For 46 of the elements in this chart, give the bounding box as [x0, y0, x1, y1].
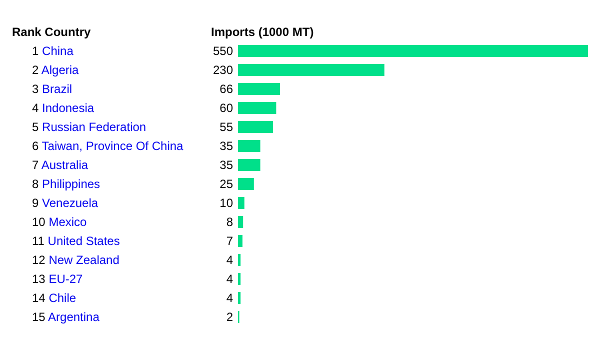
bar	[238, 216, 244, 228]
bar	[238, 254, 241, 266]
y-tick-label: 13 EU-27	[32, 272, 84, 286]
data-label: 230	[212, 63, 234, 77]
y-tick-label: 7 Australia	[32, 158, 88, 172]
data-label: 4	[226, 291, 234, 305]
data-label: 2	[226, 310, 234, 324]
x-axis-title: Imports (1000 MT)	[211, 25, 314, 39]
y-tick-label: 8 Philippines	[32, 177, 100, 191]
bar	[238, 292, 241, 304]
data-label: 550	[212, 44, 234, 58]
y-tick-label: 11 United States	[32, 234, 120, 248]
bar	[238, 178, 254, 190]
bar	[238, 45, 588, 57]
y-tick-label: 12 New Zealand	[32, 253, 120, 267]
y-axis-title: Rank Country	[12, 25, 91, 39]
y-tick-label: 4 Indonesia	[32, 101, 94, 115]
data-label: 4	[226, 272, 234, 286]
y-tick-label: 9 Venezuela	[32, 196, 98, 210]
data-label: 60	[220, 101, 234, 115]
data-label: 8	[226, 215, 234, 229]
bar	[238, 83, 280, 95]
data-label: 10	[220, 196, 234, 210]
data-label: 35	[220, 139, 234, 153]
data-label: 66	[220, 82, 234, 96]
bar	[238, 273, 241, 285]
y-tick-label: 10 Mexico	[32, 215, 88, 229]
y-tick-label: 5 Russian Federation	[32, 120, 146, 134]
data-label: 7	[226, 234, 234, 248]
y-tick-label: 15 Argentina	[32, 310, 100, 324]
bar	[238, 140, 260, 152]
bar	[238, 197, 244, 209]
data-label: 35	[220, 158, 234, 172]
bar	[238, 64, 384, 76]
bar	[238, 102, 276, 114]
y-tick-label: 2 Algeria	[32, 63, 80, 77]
bar	[238, 121, 273, 133]
data-label: 4	[226, 253, 234, 267]
y-tick-label: 14 Chile	[32, 291, 76, 305]
bar	[238, 159, 260, 171]
y-tick-label: 6 Taiwan, Province Of China	[32, 139, 184, 153]
y-tick-label: 1 China	[32, 44, 74, 58]
bar	[238, 235, 242, 247]
data-label: 25	[220, 177, 234, 191]
data-label: 55	[220, 120, 234, 134]
y-tick-label: 3 Brazil	[32, 82, 72, 96]
